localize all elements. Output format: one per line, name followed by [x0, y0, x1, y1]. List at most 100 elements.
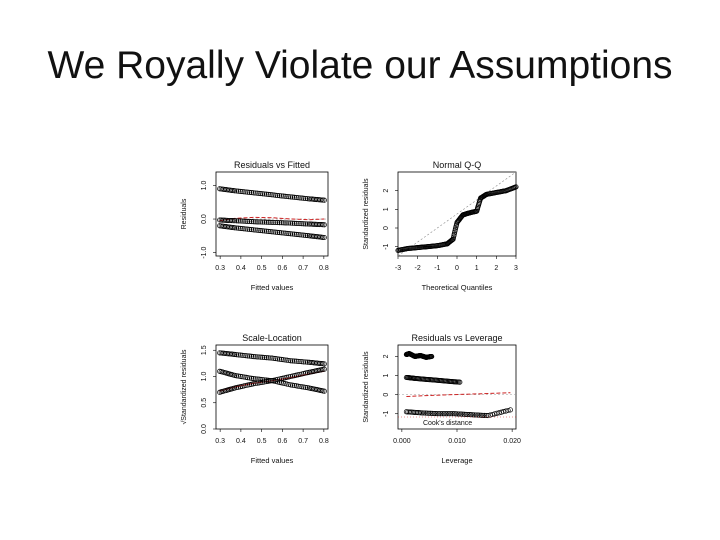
x-tick-label: 3 [514, 265, 518, 272]
data-point [232, 188, 238, 194]
data-point [320, 234, 326, 240]
data-point [269, 378, 275, 384]
data-point [297, 232, 303, 238]
data-point [284, 374, 290, 380]
data-point [284, 220, 290, 226]
data-point [237, 218, 243, 224]
data-point [429, 353, 435, 360]
data-point [269, 355, 275, 361]
data-point [261, 354, 268, 361]
x-tick-label: 0.010 [448, 438, 466, 445]
x-tick-label: 0.7 [298, 438, 308, 445]
data-point [301, 359, 307, 365]
data-point [278, 380, 284, 386]
x-tick-label: 1 [475, 265, 479, 272]
data-point [457, 379, 463, 385]
data-point [288, 231, 294, 237]
data-point [289, 373, 296, 379]
data-point [429, 410, 435, 416]
data-point [252, 376, 258, 382]
series-3 [217, 217, 327, 228]
data-point [256, 227, 262, 233]
data-point [256, 190, 262, 196]
x-tick-label: -1 [434, 265, 440, 272]
data-point [267, 219, 273, 225]
data-point [248, 219, 255, 225]
data-point [273, 229, 279, 235]
data-point [297, 221, 303, 227]
data-point [232, 351, 238, 357]
data-point [507, 407, 513, 413]
data-point [301, 221, 307, 227]
data-point [291, 382, 297, 389]
data-point [289, 382, 296, 388]
data-point [295, 195, 301, 201]
data-point [456, 411, 462, 417]
data-point [241, 383, 247, 389]
data-point [235, 373, 241, 379]
data-point [303, 370, 309, 376]
y-tick-label: 2 [383, 354, 390, 358]
data-point [229, 218, 235, 224]
data-point [291, 220, 297, 226]
cooks-distance-label: Cook's distance [423, 420, 472, 427]
data-point [286, 231, 292, 237]
data-point [241, 352, 247, 359]
data-point [282, 357, 288, 363]
data-point [265, 355, 271, 361]
data-point [239, 374, 245, 380]
x-axis-label: Fitted values [251, 456, 294, 465]
data-point [449, 411, 456, 417]
data-point [295, 372, 301, 378]
data-point [245, 226, 251, 232]
data-point [254, 376, 260, 382]
data-point [455, 411, 461, 417]
data-point [297, 371, 303, 377]
data-point [263, 355, 269, 361]
data-point [422, 410, 429, 416]
data-point [301, 232, 307, 238]
x-tick-label: -2 [415, 265, 421, 272]
data-point [258, 376, 264, 382]
data-point [297, 195, 303, 201]
data-point [446, 411, 452, 417]
x-tick-label: 0.5 [257, 265, 267, 272]
data-point [301, 384, 307, 390]
data-point [303, 232, 309, 238]
data-point [278, 356, 284, 362]
data-point [299, 359, 305, 365]
data-point [237, 188, 243, 194]
data-point [284, 357, 290, 363]
data-point [245, 218, 251, 224]
x-axis-label: Theoretical Quantiles [422, 283, 493, 292]
data-point [299, 221, 305, 227]
data-point [263, 191, 269, 197]
data-point [241, 226, 247, 232]
data-point [320, 222, 326, 228]
panel-title: Scale-Location [242, 333, 302, 343]
data-point [289, 220, 296, 226]
series-3 [403, 407, 513, 419]
series-3 [217, 368, 327, 394]
data-point [235, 188, 241, 194]
data-point [260, 191, 266, 197]
data-point [451, 411, 457, 417]
data-point [237, 225, 243, 231]
data-point [252, 354, 258, 360]
data-point [289, 231, 296, 237]
data-point [289, 358, 296, 364]
data-point [243, 189, 249, 195]
data-point [235, 384, 241, 390]
data-point [275, 192, 281, 199]
data-point [271, 229, 277, 235]
series-2 [403, 374, 463, 385]
data-point [232, 225, 238, 231]
data-point [247, 353, 253, 359]
data-point [299, 384, 305, 390]
data-point [256, 219, 262, 225]
y-tick-label: 1 [383, 373, 390, 377]
data-point [260, 354, 266, 360]
x-tick-label: 0.4 [236, 438, 246, 445]
data-point [239, 218, 245, 224]
data-point [250, 381, 256, 387]
